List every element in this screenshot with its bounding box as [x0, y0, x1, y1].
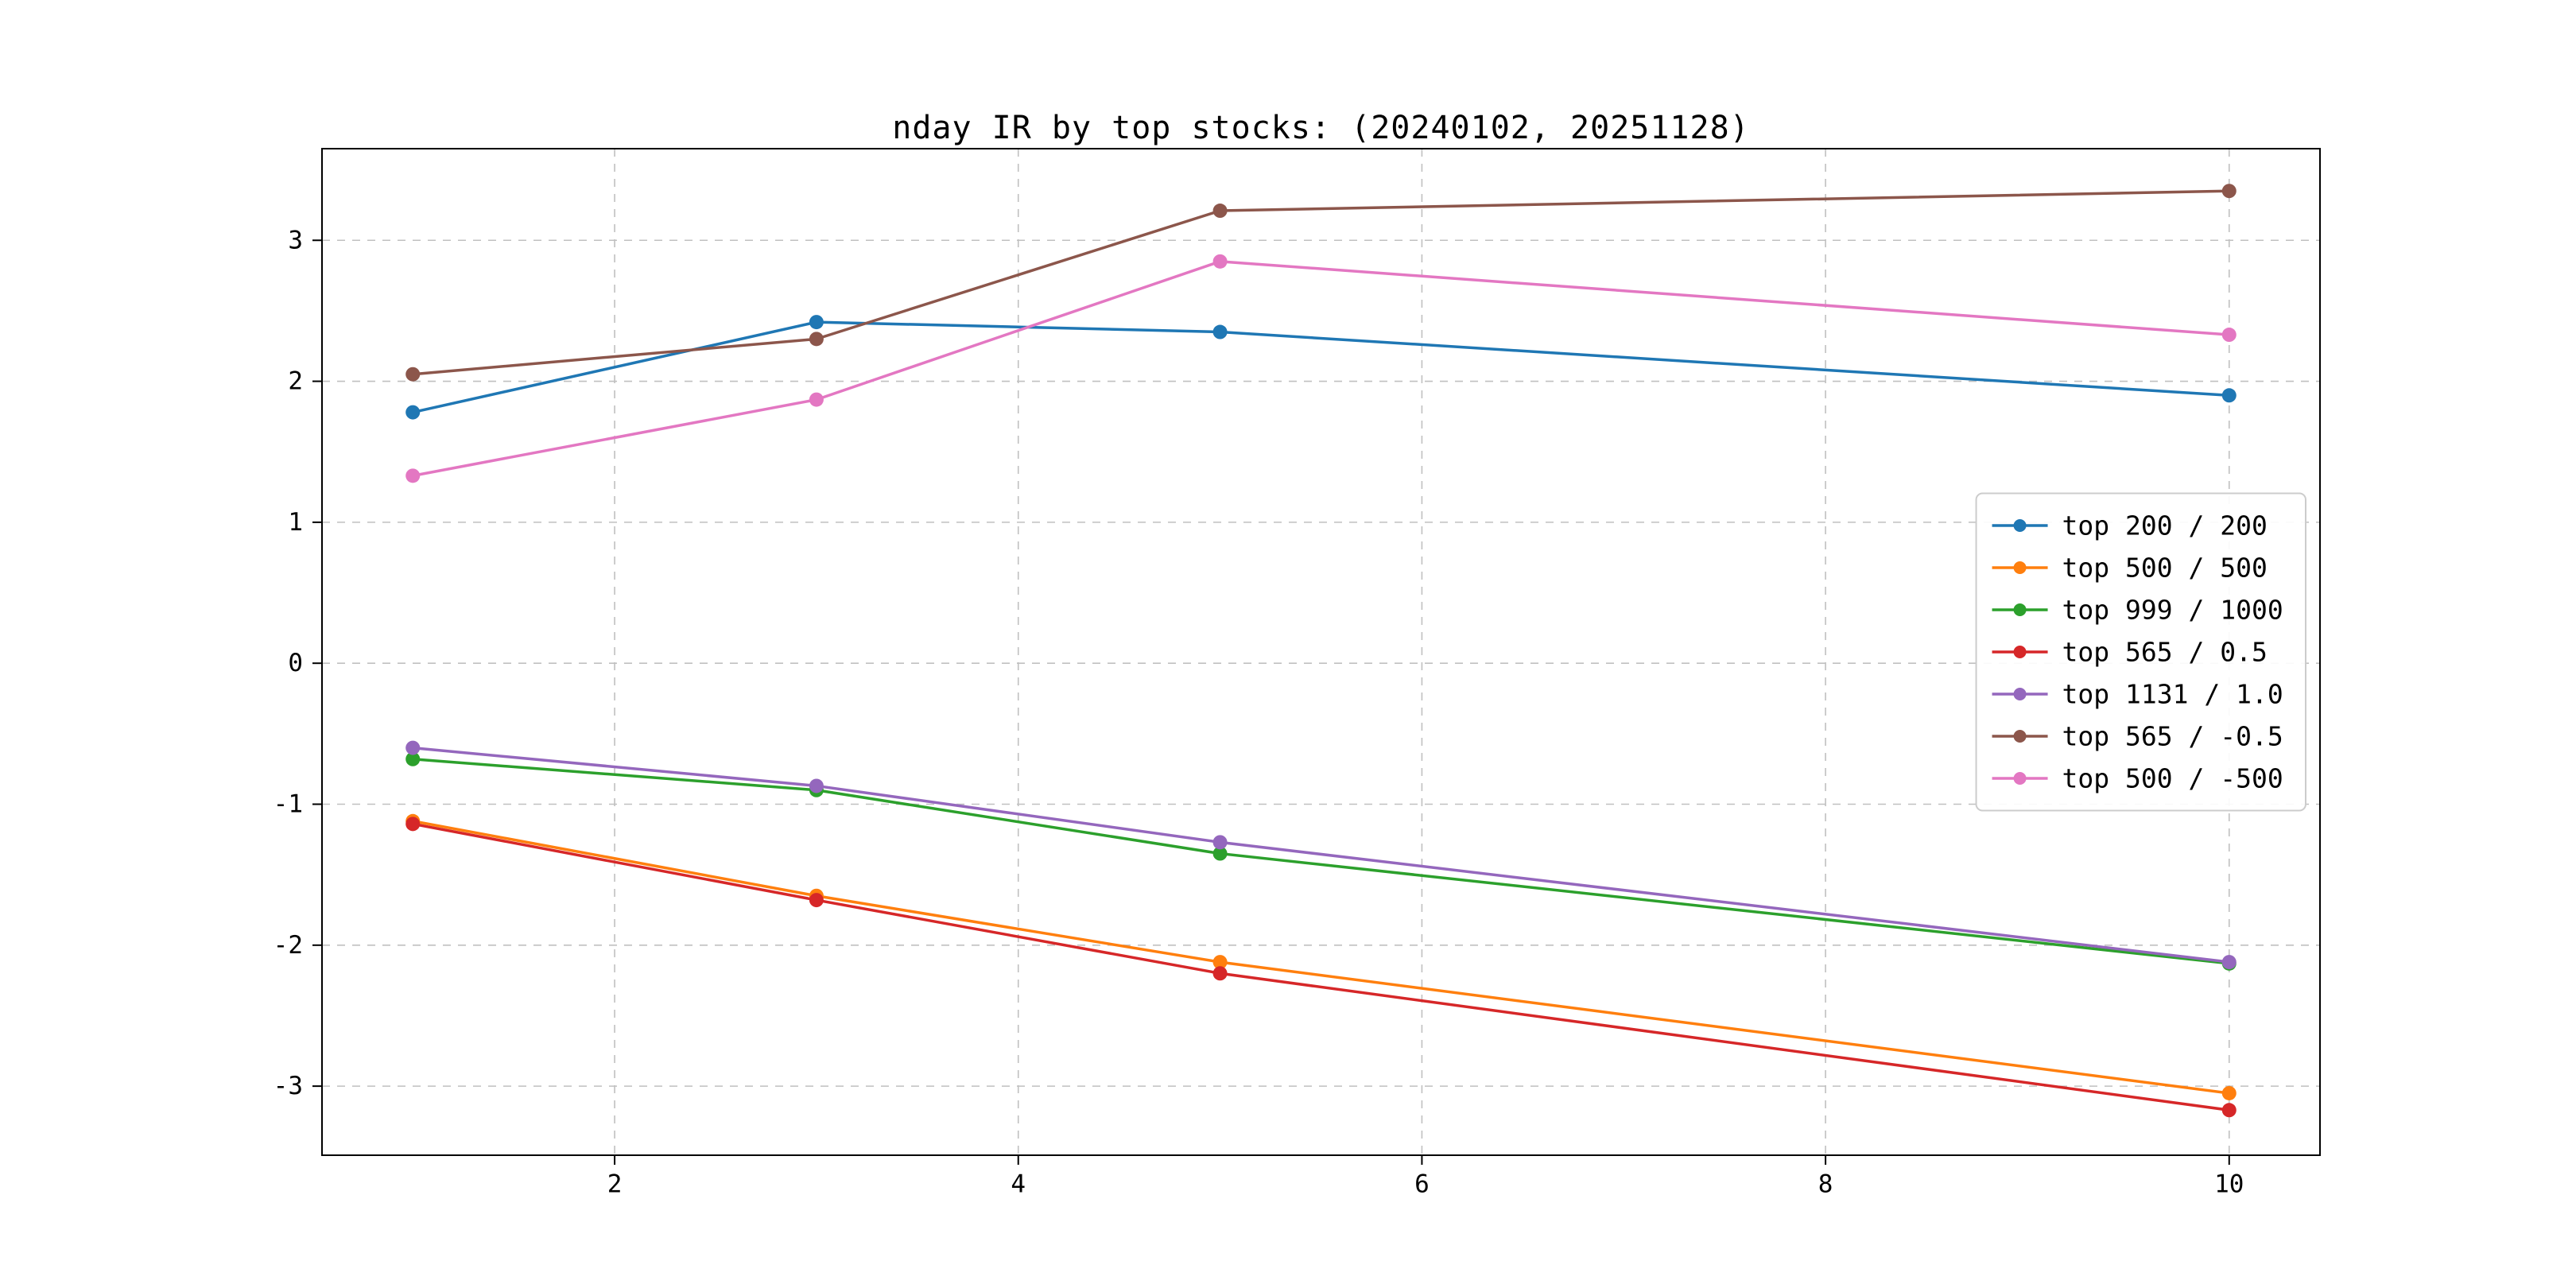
- y-tick-label: 0: [288, 649, 303, 677]
- data-point-marker: [2221, 955, 2237, 970]
- data-point-marker: [405, 817, 421, 832]
- legend-marker-sample: [2013, 772, 2027, 785]
- legend-marker-sample: [2013, 688, 2027, 700]
- series-line: [411, 260, 2231, 478]
- data-point-marker: [2221, 1103, 2237, 1118]
- legend-marker-sample: [2013, 561, 2027, 574]
- legend-label: top 500 / -500: [2062, 763, 2283, 794]
- data-point-marker: [809, 332, 824, 347]
- legend-label: top 1131 / 1.0: [2062, 679, 2283, 710]
- data-point-marker: [2221, 328, 2237, 343]
- y-tick-label: 2: [288, 367, 303, 396]
- data-point-marker: [1212, 324, 1228, 339]
- legend-label: top 999 / 1000: [2062, 595, 2283, 626]
- data-point-marker: [809, 893, 824, 908]
- data-point-marker: [2221, 184, 2237, 199]
- data-point-marker: [1212, 204, 1228, 219]
- data-point-marker: [405, 740, 421, 755]
- series-line: [411, 758, 2231, 965]
- legend-label: top 565 / 0.5: [2062, 637, 2268, 668]
- series-lines: [405, 184, 2237, 1118]
- legend-box: [1975, 492, 2307, 812]
- data-point-marker: [809, 778, 824, 793]
- legend-marker-sample: [2013, 519, 2027, 532]
- data-point-marker: [2221, 1085, 2237, 1100]
- y-tick-label: -3: [274, 1072, 303, 1100]
- data-point-marker: [809, 392, 824, 407]
- legend-label: top 565 / -0.5: [2062, 721, 2283, 752]
- legend-label: top 500 / 500: [2062, 553, 2268, 584]
- x-tick-label: 4: [1011, 1170, 1026, 1198]
- plot-border: [321, 148, 2321, 1156]
- data-point-marker: [405, 367, 421, 382]
- data-point-marker: [1212, 846, 1228, 861]
- x-tick-label: 10: [2214, 1170, 2244, 1198]
- y-tick-label: -1: [274, 789, 303, 818]
- legend-label: top 200 / 200: [2062, 510, 2268, 541]
- y-tick-label: 3: [288, 226, 303, 254]
- series-line: [411, 822, 2231, 1112]
- y-tick-label: -2: [274, 931, 303, 960]
- data-point-marker: [1212, 835, 1228, 850]
- legend-marker-sample: [2013, 646, 2027, 658]
- y-tick-label: 1: [288, 508, 303, 537]
- x-tick-label: 8: [1818, 1170, 1833, 1198]
- chart-title: nday IR by top stocks: (20240102, 202511…: [892, 110, 1750, 146]
- legend: top 200 / 200 top 500 / 500 top 999 / 1000…: [1975, 492, 2307, 812]
- data-point-marker: [1212, 966, 1228, 981]
- series-line: [411, 746, 2231, 964]
- series-line: [411, 320, 2231, 414]
- data-point-marker: [405, 751, 421, 766]
- series-line: [411, 820, 2231, 1095]
- data-point-marker: [1212, 254, 1228, 269]
- data-point-marker: [809, 315, 824, 330]
- x-tick-label: 6: [1414, 1170, 1430, 1198]
- legend-marker-sample: [2013, 730, 2027, 743]
- data-point-marker: [405, 405, 421, 420]
- data-point-marker: [2221, 388, 2237, 403]
- legend-marker-sample: [2013, 603, 2027, 616]
- x-tick-label: 2: [607, 1170, 623, 1198]
- axis-ticks: 2 4 6 8 10 -3 -2 -1 0 1 2 3: [274, 226, 2244, 1198]
- series-line: [411, 189, 2231, 376]
- data-point-marker: [1212, 955, 1228, 970]
- data-point-marker: [405, 468, 421, 483]
